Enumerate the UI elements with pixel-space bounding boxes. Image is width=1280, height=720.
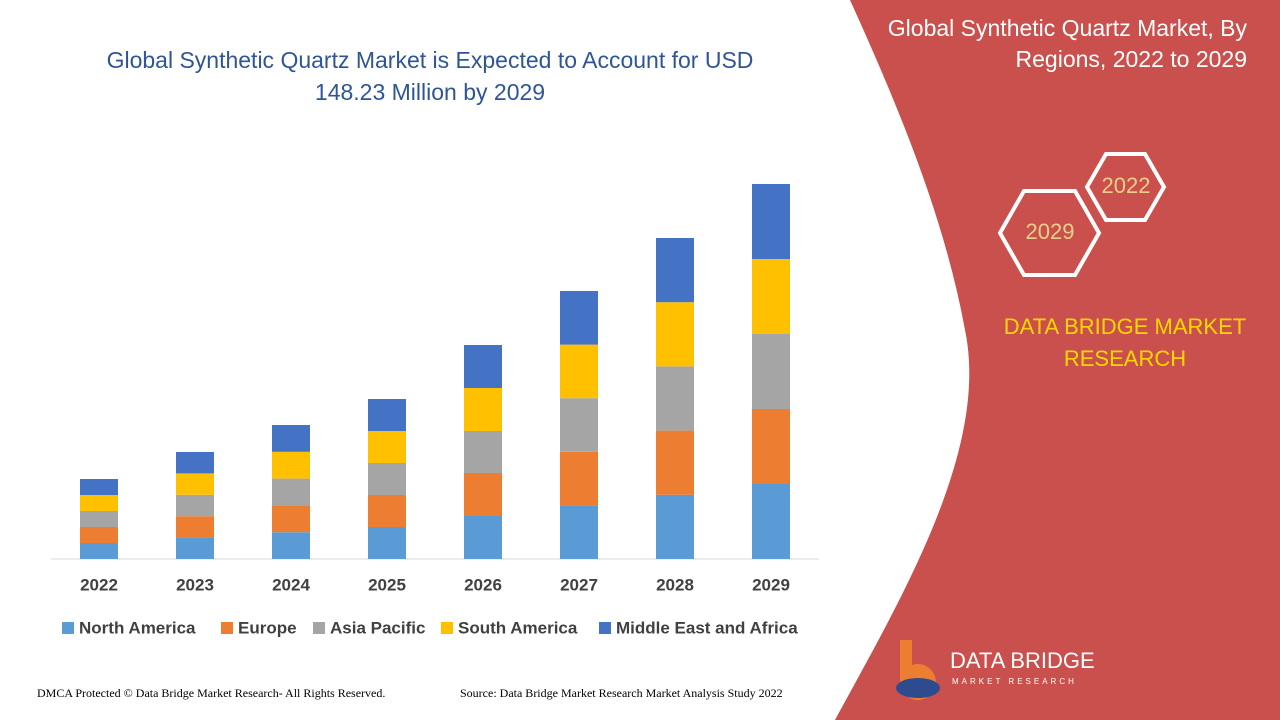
bar-segment (560, 451, 598, 506)
panel-title: Global Synthetic Quartz Market, By Regio… (887, 15, 1247, 72)
bar-segment (560, 291, 598, 345)
x-tick-label: 2026 (464, 575, 502, 594)
bar-segment (272, 505, 310, 533)
bar-segment (176, 494, 214, 517)
chart-title: Global Synthetic Quartz Market is Expect… (106, 47, 754, 105)
bar-segment (368, 399, 406, 431)
bar-segment (176, 516, 214, 538)
bar-segment (752, 409, 790, 484)
bar-segment (656, 238, 694, 303)
logo-mark (896, 678, 940, 698)
legend-label: Asia Pacific (330, 618, 425, 637)
copyright: DMCA Protected © Data Bridge Market Rese… (37, 686, 386, 700)
bar-segment (656, 302, 694, 367)
hex-label: 2022 (1102, 173, 1151, 198)
hexagon (997, 189, 1102, 277)
bar-segment (560, 398, 598, 452)
x-tick-label: 2028 (656, 575, 694, 594)
legend-swatch (313, 622, 325, 634)
bar-segment (176, 452, 214, 474)
bar-segment (560, 505, 598, 559)
bar-segment (80, 543, 118, 559)
source: Source: Data Bridge Market Research Mark… (460, 686, 783, 700)
bar-segment (368, 463, 406, 495)
logo-tagline: MARKET RESEARCH (952, 677, 1077, 686)
bar-segment (464, 345, 502, 388)
hex-label: 2029 (1026, 219, 1075, 244)
legend-label: South America (458, 618, 578, 637)
x-tick-label: 2025 (368, 575, 406, 594)
legend-swatch (221, 622, 233, 634)
bar-segment (80, 479, 118, 495)
bar-segment (368, 495, 406, 527)
legend-label: Middle East and Africa (616, 618, 798, 637)
brand: DATA BRIDGE MARKET RESEARCH (1003, 314, 1247, 371)
bar-segment (272, 451, 310, 479)
bar-segment (656, 430, 694, 495)
bar-segment (272, 425, 310, 452)
bar-segment (752, 334, 790, 409)
hexagon (1084, 152, 1167, 222)
bar-segment (560, 344, 598, 399)
bar-segment (176, 537, 214, 559)
x-tick-label: 2023 (176, 575, 214, 594)
bar-segment (80, 495, 118, 511)
bar-segment (464, 473, 502, 516)
bar-segment (752, 259, 790, 334)
bar-segment (464, 431, 502, 473)
legend-label: North America (79, 618, 196, 637)
side-panel (835, 0, 1280, 720)
bar-segment (656, 366, 694, 431)
legend-swatch (62, 622, 74, 634)
logo-text: DATA BRIDGE (950, 648, 1095, 673)
legend-swatch (441, 622, 453, 634)
bar-segment (80, 511, 118, 527)
bar-segment (752, 484, 790, 559)
bar-segment (80, 527, 118, 543)
legend-label: Europe (238, 618, 297, 637)
bar-segment (464, 516, 502, 559)
bar-segment (656, 494, 694, 559)
bar-segment (272, 532, 310, 559)
x-tick-label: 2027 (560, 575, 598, 594)
bar-segment (176, 473, 214, 495)
x-tick-label: 2029 (752, 575, 790, 594)
bar-segment (272, 478, 310, 506)
bar-segment (368, 431, 406, 463)
x-tick-label: 2022 (80, 575, 118, 594)
bar-segment (368, 527, 406, 559)
bar-segment (464, 388, 502, 431)
legend-swatch (599, 622, 611, 634)
bar-segment (752, 184, 790, 259)
x-tick-label: 2024 (272, 575, 310, 594)
